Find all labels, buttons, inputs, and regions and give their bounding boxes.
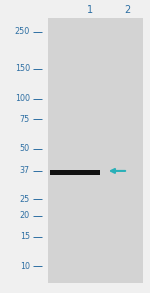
Text: 75: 75 bbox=[20, 115, 30, 124]
Text: 150: 150 bbox=[15, 64, 30, 74]
Text: 2: 2 bbox=[124, 5, 130, 15]
Text: 20: 20 bbox=[20, 211, 30, 220]
Text: 100: 100 bbox=[15, 94, 30, 103]
Bar bbox=[103, 18, 143, 283]
Text: 10: 10 bbox=[20, 262, 30, 271]
Text: 50: 50 bbox=[20, 144, 30, 154]
Text: 25: 25 bbox=[20, 195, 30, 204]
Text: 37: 37 bbox=[20, 166, 30, 176]
Text: 1: 1 bbox=[87, 5, 93, 15]
Text: 250: 250 bbox=[15, 27, 30, 36]
Text: 15: 15 bbox=[20, 232, 30, 241]
Bar bbox=[50, 171, 100, 176]
Bar bbox=[48, 18, 103, 283]
